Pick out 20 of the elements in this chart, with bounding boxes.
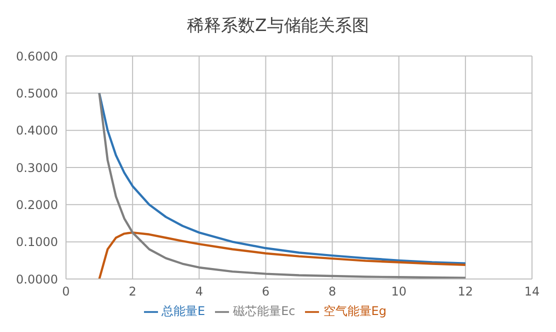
- line-series: [98, 231, 467, 279]
- x-tick-label: 10: [391, 284, 406, 299]
- legend-label: 总能量E: [162, 304, 206, 318]
- x-tick-label: 2: [128, 284, 136, 299]
- x-tick-label: 12: [458, 284, 474, 299]
- x-tick-label: 0: [62, 284, 70, 299]
- y-tick-label: 0.4000: [16, 124, 58, 138]
- y-tick-label: 0.1000: [16, 235, 58, 250]
- y-tick-label: 0.0000: [16, 272, 58, 286]
- x-tick-label: 6: [262, 284, 270, 299]
- y-tick-label: 0.6000: [16, 49, 58, 64]
- x-tick-label: 4: [195, 284, 203, 299]
- y-tick-label: 0.3000: [16, 160, 58, 175]
- legend-label: 磁芯能量Ec: [233, 304, 296, 318]
- chart-title: 稀释系数Z与储能关系图: [186, 15, 370, 38]
- x-tick-label: 8: [328, 284, 336, 299]
- y-tick-label: 0.5000: [16, 86, 58, 100]
- x-tick-label: 14: [524, 284, 540, 299]
- legend-label: 空气能量Eg: [323, 304, 386, 318]
- y-tick-label: 0.2000: [16, 198, 58, 212]
